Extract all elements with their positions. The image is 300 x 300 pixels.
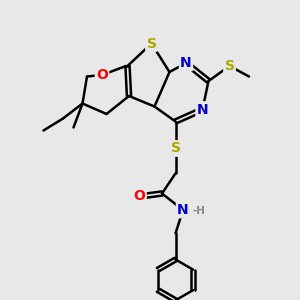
Text: N: N [177, 203, 189, 217]
Text: O: O [96, 68, 108, 82]
Text: S: S [224, 59, 235, 73]
Text: -H: -H [193, 206, 206, 216]
Text: S: S [170, 142, 181, 155]
Text: O: O [134, 190, 146, 203]
Text: N: N [180, 56, 192, 70]
Text: N: N [197, 103, 208, 116]
Text: S: S [146, 37, 157, 50]
